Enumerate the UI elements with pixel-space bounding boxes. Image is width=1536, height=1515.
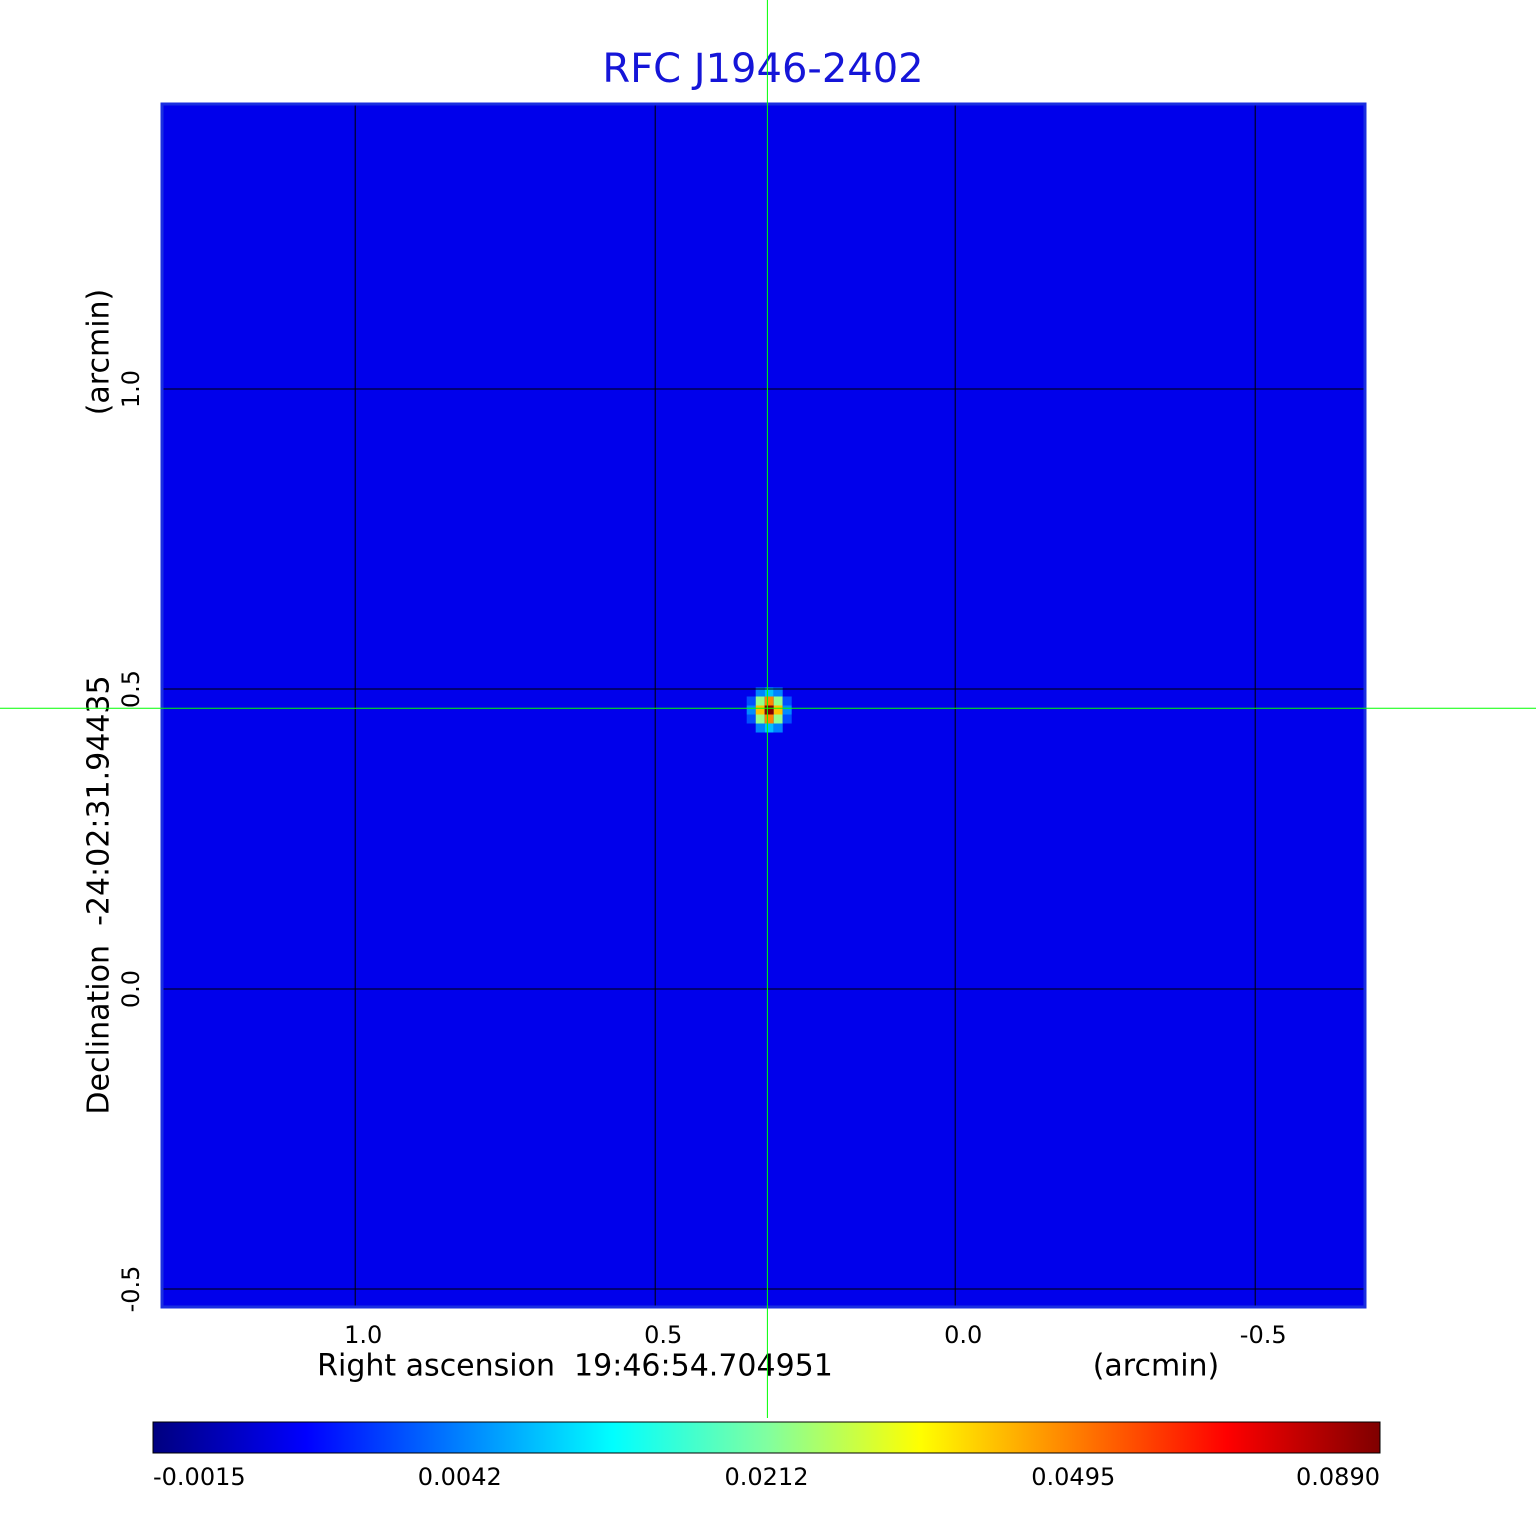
source-pixel xyxy=(773,723,783,733)
source-pixel xyxy=(746,714,756,724)
source-pixel xyxy=(764,705,774,715)
y-axis-label: Declination -24:02:31.94435 xyxy=(82,675,117,1114)
colorbar xyxy=(152,1421,1381,1454)
source-pixel xyxy=(755,696,765,706)
source-pixel xyxy=(755,723,765,733)
chart-title: RFC J1946-2402 xyxy=(602,46,923,92)
source-pixel xyxy=(746,696,756,706)
y-tick-label: 1.0 xyxy=(117,370,145,408)
source-pixel xyxy=(782,705,792,715)
source-pixel xyxy=(764,714,774,724)
x-tick-label: 0.5 xyxy=(644,1321,682,1349)
colorbar-tick-label: 0.0212 xyxy=(725,1463,809,1491)
y-tick-label: -0.5 xyxy=(117,1266,145,1313)
source-pixel xyxy=(764,687,774,697)
colorbar-tick-label: 0.0890 xyxy=(1296,1463,1380,1491)
x-tick-label: 0.0 xyxy=(944,1321,982,1349)
source-pixel xyxy=(755,714,765,724)
source-pixel xyxy=(773,714,783,724)
source-pixel xyxy=(764,696,774,706)
colorbar-tick-label: 0.0495 xyxy=(1031,1463,1115,1491)
source-pixel xyxy=(773,696,783,706)
plot-frame xyxy=(160,102,1367,1309)
colorbar-tick-label: -0.0015 xyxy=(153,1463,246,1491)
colorbar-tick-label: 0.0042 xyxy=(418,1463,502,1491)
source-pixel xyxy=(755,687,765,697)
source-pixel xyxy=(782,714,792,724)
x-tick-label: 1.0 xyxy=(344,1321,382,1349)
x-axis-label: Right ascension 19:46:54.704951 xyxy=(317,1349,833,1384)
source-pixel xyxy=(782,696,792,706)
x-axis-unit: (arcmin) xyxy=(1093,1349,1220,1384)
source-pixel xyxy=(764,723,774,733)
y-tick-label: 0.0 xyxy=(117,970,145,1008)
source-pixel xyxy=(773,687,783,697)
source-pixel xyxy=(773,705,783,715)
x-tick-label: -0.5 xyxy=(1240,1321,1287,1349)
y-axis-unit: (arcmin) xyxy=(82,289,117,416)
source-pixel xyxy=(755,705,765,715)
source-pixel xyxy=(746,705,756,715)
y-tick-label: 0.5 xyxy=(117,670,145,708)
